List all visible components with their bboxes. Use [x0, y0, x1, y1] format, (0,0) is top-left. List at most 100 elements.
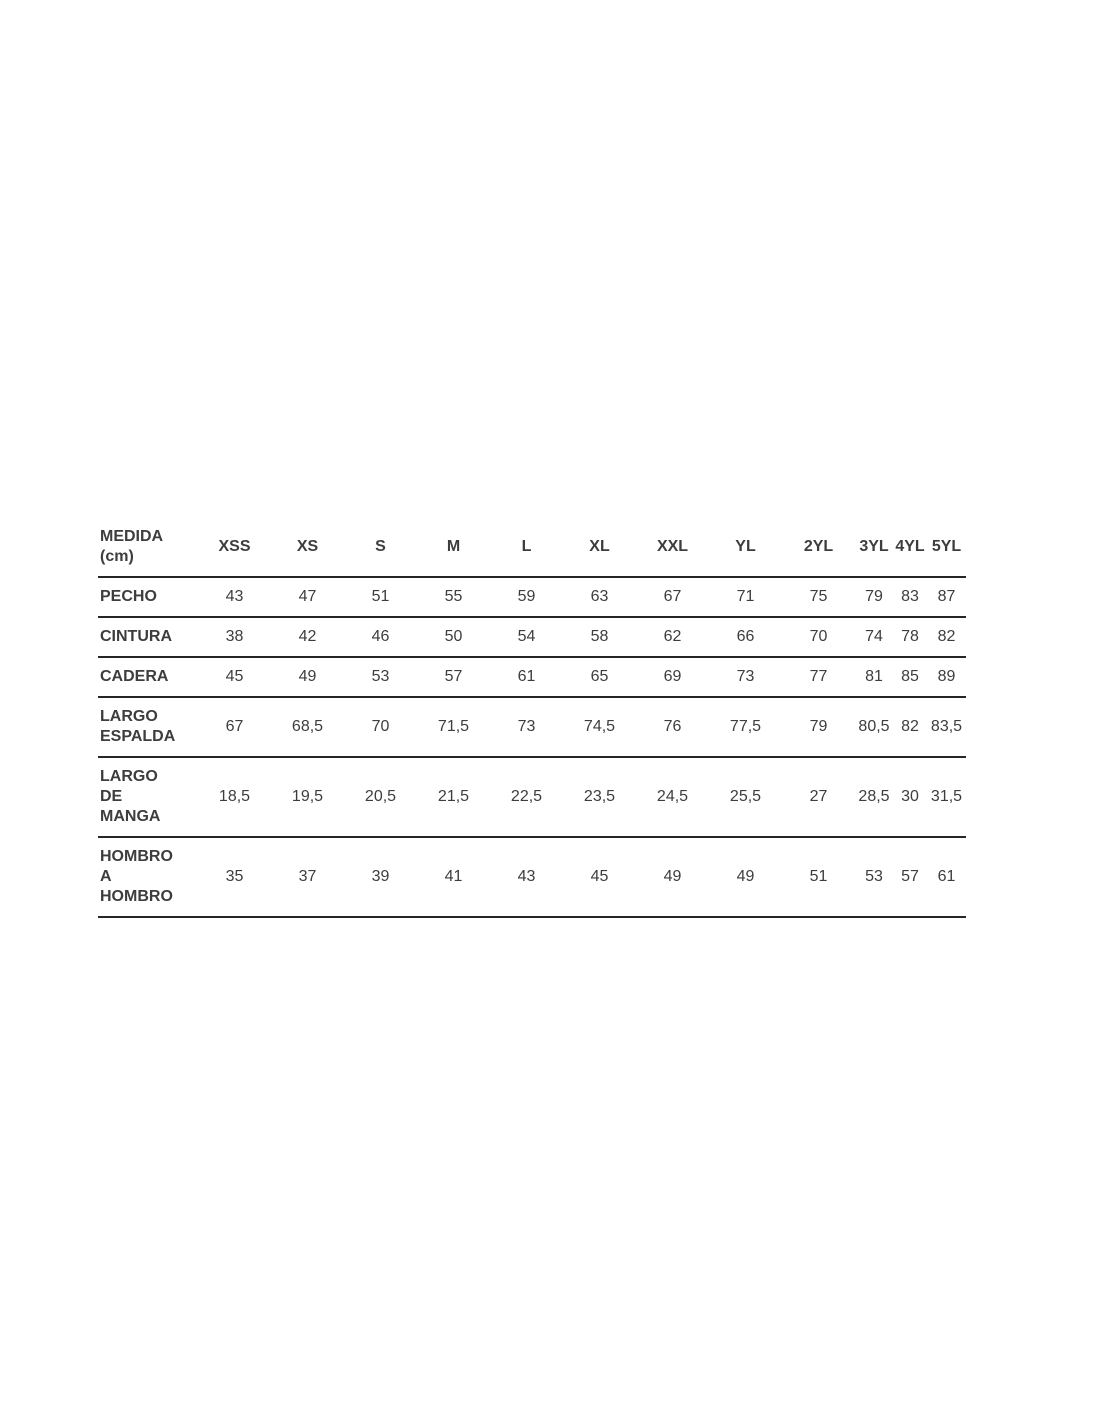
- measurement-cell: 70: [344, 697, 417, 758]
- size-column-header: YL: [709, 518, 782, 578]
- measurement-cell: 70: [782, 617, 855, 658]
- measure-unit-header: MEDIDA (cm): [98, 518, 198, 578]
- size-chart-header: MEDIDA (cm) XSS XS S M L XL XXL YL 2YL 3YL 4YL 5YL: [98, 518, 966, 578]
- measurement-cell: 66: [709, 617, 782, 658]
- table-row: LARGO DE MANGA 18,5 19,5 20,5 21,5 22,5 23,5 24…: [98, 757, 966, 838]
- measurement-cell: 43: [490, 837, 563, 918]
- measurement-cell: 35: [198, 837, 271, 918]
- measurement-cell: 57: [893, 837, 927, 918]
- measurement-cell: 45: [198, 657, 271, 698]
- measurement-cell: 42: [271, 617, 344, 658]
- size-column-header: S: [344, 518, 417, 578]
- measurement-cell: 57: [417, 657, 490, 698]
- measurement-cell: 75: [782, 577, 855, 618]
- size-column-header: 5YL: [927, 518, 966, 578]
- measurement-cell: 74: [855, 617, 893, 658]
- measurement-cell: 69: [636, 657, 709, 698]
- measurement-cell: 71,5: [417, 697, 490, 758]
- measurement-cell: 82: [927, 617, 966, 658]
- measurement-cell: 25,5: [709, 757, 782, 838]
- measurement-cell: 82: [893, 697, 927, 758]
- measurement-cell: 62: [636, 617, 709, 658]
- measurement-cell: 21,5: [417, 757, 490, 838]
- measurement-cell: 83: [893, 577, 927, 618]
- measurement-cell: 37: [271, 837, 344, 918]
- size-column-header: XS: [271, 518, 344, 578]
- measurement-cell: 20,5: [344, 757, 417, 838]
- measurement-cell: 59: [490, 577, 563, 618]
- row-label: LARGO DE MANGA: [98, 757, 198, 838]
- measurement-cell: 53: [855, 837, 893, 918]
- size-chart-header-row: MEDIDA (cm) XSS XS S M L XL XXL YL 2YL 3YL 4YL 5YL: [98, 518, 966, 578]
- measurement-cell: 45: [563, 837, 636, 918]
- table-row: LARGO ESPALDA 67 68,5 70 71,5 73 74,5 76 77,5 79 8…: [98, 697, 966, 758]
- measurement-cell: 43: [198, 577, 271, 618]
- measurement-cell: 58: [563, 617, 636, 658]
- measurement-cell: 65: [563, 657, 636, 698]
- measurement-cell: 31,5: [927, 757, 966, 838]
- measurement-cell: 53: [344, 657, 417, 698]
- measurement-cell: 27: [782, 757, 855, 838]
- size-column-header: 2YL: [782, 518, 855, 578]
- size-column-header: 4YL: [893, 518, 927, 578]
- table-row: HOMBRO A HOMBRO 35 37 39 41 43 45 49 49 51 53 57 61: [98, 837, 966, 918]
- measurement-cell: 67: [636, 577, 709, 618]
- measurement-cell: 78: [893, 617, 927, 658]
- measurement-cell: 80,5: [855, 697, 893, 758]
- measurement-cell: 50: [417, 617, 490, 658]
- size-column-header: M: [417, 518, 490, 578]
- measurement-cell: 87: [927, 577, 966, 618]
- measurement-cell: 74,5: [563, 697, 636, 758]
- size-chart-table: MEDIDA (cm) XSS XS S M L XL XXL YL 2YL 3YL 4YL 5YL P…: [98, 518, 966, 918]
- measurement-cell: 61: [490, 657, 563, 698]
- measurement-cell: 46: [344, 617, 417, 658]
- measurement-cell: 79: [782, 697, 855, 758]
- measurement-cell: 71: [709, 577, 782, 618]
- measurement-cell: 22,5: [490, 757, 563, 838]
- size-column-header: XL: [563, 518, 636, 578]
- measurement-cell: 38: [198, 617, 271, 658]
- row-label: HOMBRO A HOMBRO: [98, 837, 198, 918]
- measurement-cell: 68,5: [271, 697, 344, 758]
- row-label: CADERA: [98, 657, 198, 698]
- measurement-cell: 77,5: [709, 697, 782, 758]
- table-row: CADERA 45 49 53 57 61 65 69 73 77 81 85 89: [98, 657, 966, 698]
- row-label: LARGO ESPALDA: [98, 697, 198, 758]
- row-label: CINTURA: [98, 617, 198, 658]
- size-column-header: XSS: [198, 518, 271, 578]
- measurement-cell: 76: [636, 697, 709, 758]
- table-row: PECHO 43 47 51 55 59 63 67 71 75 79 83 87: [98, 577, 966, 618]
- measurement-cell: 77: [782, 657, 855, 698]
- measurement-cell: 30: [893, 757, 927, 838]
- measurement-cell: 81: [855, 657, 893, 698]
- measurement-cell: 85: [893, 657, 927, 698]
- size-column-header: 3YL: [855, 518, 893, 578]
- measurement-cell: 49: [709, 837, 782, 918]
- measurement-cell: 83,5: [927, 697, 966, 758]
- measurement-cell: 67: [198, 697, 271, 758]
- measurement-cell: 63: [563, 577, 636, 618]
- measurement-cell: 19,5: [271, 757, 344, 838]
- measurement-cell: 79: [855, 577, 893, 618]
- measurement-cell: 51: [344, 577, 417, 618]
- measurement-cell: 73: [709, 657, 782, 698]
- measurement-cell: 47: [271, 577, 344, 618]
- measurement-cell: 61: [927, 837, 966, 918]
- measurement-cell: 39: [344, 837, 417, 918]
- measurement-cell: 51: [782, 837, 855, 918]
- size-column-header: XXL: [636, 518, 709, 578]
- row-label: PECHO: [98, 577, 198, 618]
- table-row: CINTURA 38 42 46 50 54 58 62 66 70 74 78 82: [98, 617, 966, 658]
- measurement-cell: 73: [490, 697, 563, 758]
- measurement-cell: 24,5: [636, 757, 709, 838]
- measurement-cell: 18,5: [198, 757, 271, 838]
- measurement-cell: 28,5: [855, 757, 893, 838]
- measurement-cell: 23,5: [563, 757, 636, 838]
- size-column-header: L: [490, 518, 563, 578]
- measurement-cell: 89: [927, 657, 966, 698]
- measurement-cell: 54: [490, 617, 563, 658]
- measurement-cell: 41: [417, 837, 490, 918]
- measurement-cell: 55: [417, 577, 490, 618]
- measurement-cell: 49: [271, 657, 344, 698]
